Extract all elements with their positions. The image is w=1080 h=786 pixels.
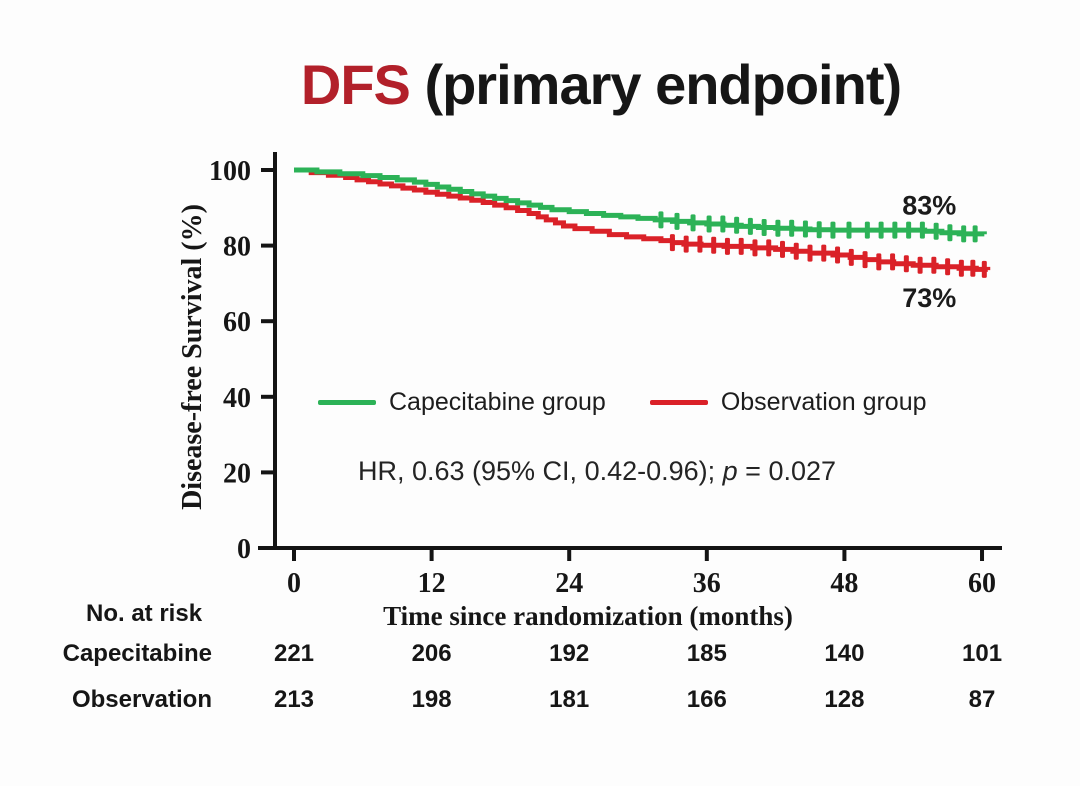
censor-tick xyxy=(917,256,923,274)
y-axis-title: Disease-free Survival (%) xyxy=(177,204,208,510)
hr-text: HR, 0.63 (95% CI, 0.42-0.96); xyxy=(357,456,723,486)
censor-tick xyxy=(890,253,896,271)
risk-count: 166 xyxy=(686,686,727,713)
censor-tick xyxy=(931,256,937,274)
censor-tick xyxy=(711,236,717,254)
risk-count: 185 xyxy=(686,640,727,667)
censor-tick xyxy=(724,237,730,255)
censor-tick xyxy=(683,235,689,253)
capecitabine-line-swatch xyxy=(318,400,376,405)
censor-tick xyxy=(779,240,785,258)
risk-count: 206 xyxy=(411,640,452,667)
risk-table-header: No. at risk xyxy=(86,600,203,627)
risk-row-label-observation: Observation xyxy=(71,686,212,713)
censor-tick xyxy=(669,234,675,252)
censor-tick xyxy=(674,212,680,230)
censor-tick xyxy=(802,220,808,238)
censor-tick xyxy=(734,216,740,234)
legend-label-capecitabine: Capecitabine group xyxy=(389,388,606,416)
censor-tick xyxy=(658,211,664,229)
p-symbol: p xyxy=(722,456,738,486)
hazard-ratio-annotation: HR, 0.63 (95% CI, 0.42-0.96); p = 0.027 xyxy=(358,456,836,487)
censor-tick xyxy=(706,215,712,233)
censor-tick xyxy=(807,244,813,262)
censor-tick xyxy=(906,221,912,239)
censor-tick xyxy=(830,221,836,239)
censor-tick xyxy=(747,217,753,235)
censor-tick xyxy=(945,258,951,276)
observation-line-swatch xyxy=(649,400,708,405)
risk-count: 87 xyxy=(968,686,996,713)
censor-tick xyxy=(970,259,976,277)
risk-count: 213 xyxy=(273,686,315,713)
censor-tick xyxy=(947,224,953,242)
censor-tick xyxy=(775,219,781,237)
censor-tick xyxy=(738,237,744,255)
censor-tick xyxy=(961,225,967,243)
risk-count: 221 xyxy=(273,640,315,667)
censor-tick xyxy=(903,255,909,273)
end-rate-label-observation: 73% xyxy=(902,283,956,313)
censor-tick xyxy=(793,242,799,260)
legend-label-observation: Observation group xyxy=(720,388,927,416)
title-highlight: DFS xyxy=(300,53,411,116)
censor-tick xyxy=(720,215,726,233)
censor-tick xyxy=(761,218,767,236)
y-tick-label: 60 xyxy=(223,307,251,338)
censor-tick xyxy=(846,221,852,239)
censor-tick xyxy=(919,221,925,239)
y-tick-label: 0 xyxy=(237,534,251,565)
risk-count: 128 xyxy=(824,686,865,713)
censor-tick xyxy=(816,221,822,239)
x-tick-label: 24 xyxy=(555,568,583,599)
y-tick-label: 40 xyxy=(223,383,251,414)
censor-tick xyxy=(697,235,703,253)
censor-tick xyxy=(876,253,882,271)
censor-tick xyxy=(981,260,987,278)
title-rest: (primary endpoint) xyxy=(409,53,902,116)
censor-tick xyxy=(972,225,978,243)
y-tick-label: 20 xyxy=(223,458,251,489)
risk-row-label-capecitabine: Capecitabine xyxy=(62,640,212,667)
censor-tick xyxy=(933,222,939,240)
page-title: DFS (primary endpoint) xyxy=(300,52,902,117)
x-tick-label: 0 xyxy=(287,568,301,599)
censor-tick xyxy=(862,251,868,269)
censor-tick xyxy=(835,246,841,264)
risk-count: 198 xyxy=(411,686,452,713)
censor-tick xyxy=(789,219,795,237)
y-tick-label: 80 xyxy=(223,232,251,263)
censor-tick xyxy=(958,259,964,277)
x-tick-label: 60 xyxy=(968,568,996,599)
y-tick-label: 100 xyxy=(209,156,251,187)
risk-count: 181 xyxy=(549,686,590,713)
censor-tick xyxy=(878,221,884,239)
p-value: = 0.027 xyxy=(737,456,837,486)
legend-item-capecitabine: Capecitabine group xyxy=(318,388,606,417)
censor-tick xyxy=(892,221,898,239)
censor-tick xyxy=(821,244,827,262)
x-tick-label: 12 xyxy=(418,568,446,599)
censor-tick xyxy=(848,248,854,266)
x-tick-label: 48 xyxy=(830,568,858,599)
curve-observation xyxy=(294,167,991,272)
risk-count: 101 xyxy=(961,640,1003,667)
legend-item-observation: Observation group xyxy=(649,388,927,417)
risk-row-observation: 213 198 181 166 128 87 xyxy=(0,686,1080,716)
risk-count: 192 xyxy=(549,640,590,667)
x-tick-label: 36 xyxy=(693,568,721,599)
censor-tick xyxy=(690,214,696,232)
x-axis-title: Time since randomization (months) xyxy=(383,601,793,631)
risk-row-capecitabine: 221 206 192 185 140 101 xyxy=(0,640,1080,670)
end-rate-label-capecitabine: 83% xyxy=(902,190,956,220)
risk-count: 140 xyxy=(824,640,865,667)
censor-tick xyxy=(752,239,758,257)
censor-tick xyxy=(766,239,772,257)
censor-tick xyxy=(864,221,870,239)
legend: Capecitabine group Observation group xyxy=(318,388,927,417)
